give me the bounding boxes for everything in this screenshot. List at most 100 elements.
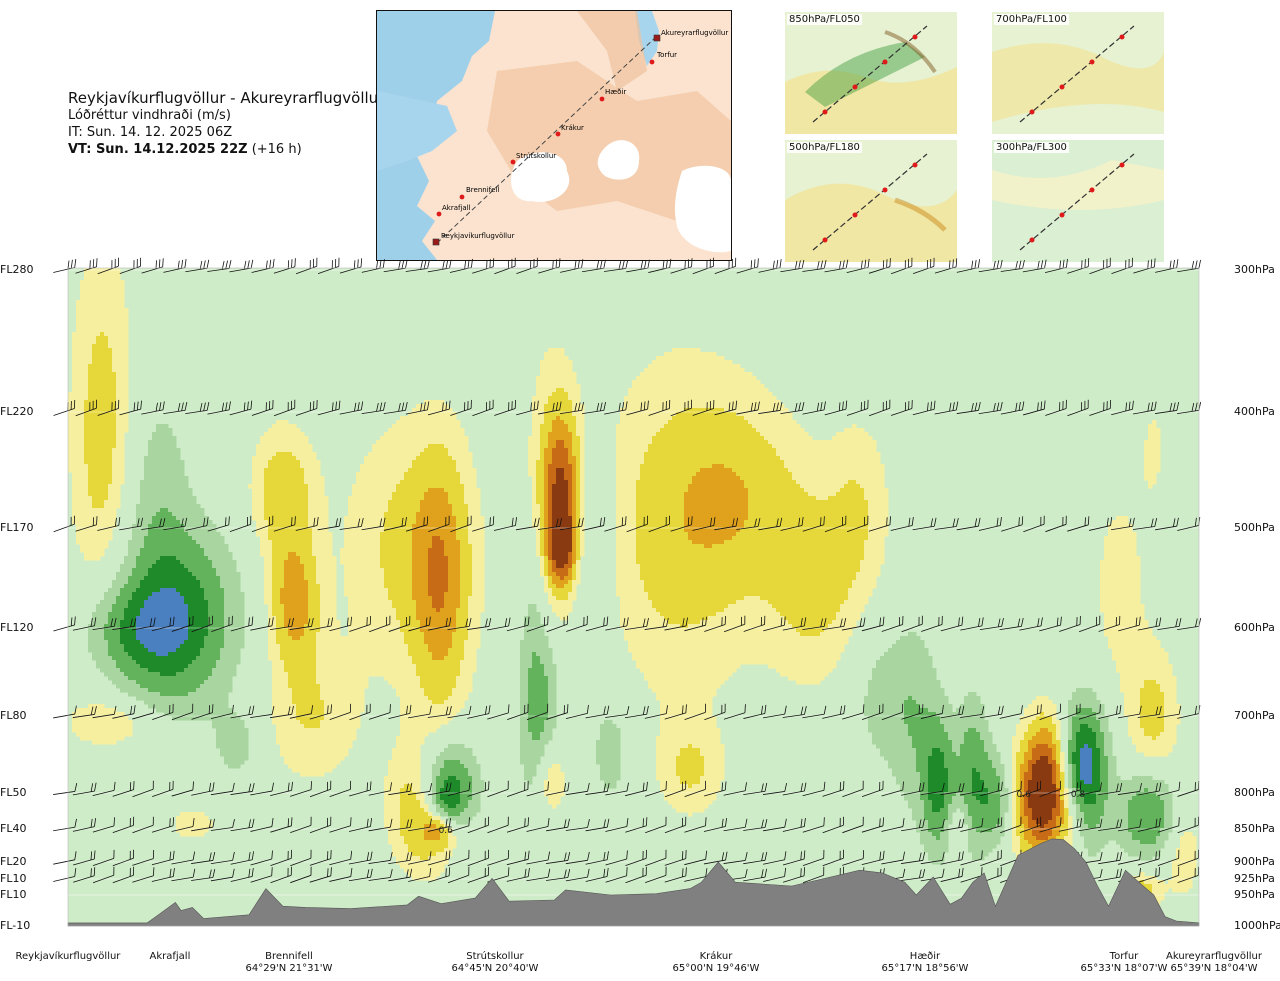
field-cell (420, 624, 457, 629)
wind-barb (585, 867, 609, 882)
wind-barb (229, 515, 252, 533)
field-cell (88, 632, 105, 637)
field-cell (904, 700, 917, 705)
wind-barb (494, 399, 516, 416)
field-cell (320, 720, 361, 725)
field-cell (84, 460, 113, 465)
field-cell (528, 440, 541, 445)
field-cell (448, 584, 461, 589)
field-cell (564, 420, 577, 425)
field-cell (532, 732, 541, 737)
field-cell (524, 624, 545, 629)
field-cell (140, 496, 197, 501)
field-cell (1028, 780, 1053, 785)
field-cell (548, 560, 553, 565)
field-cell (140, 492, 193, 497)
wind-barb (131, 617, 156, 631)
wind-barb (97, 516, 121, 531)
field-cell (384, 800, 401, 805)
field-cell (1060, 776, 1065, 781)
field-cell (1104, 628, 1153, 633)
wind-barb (72, 706, 97, 718)
field-cell (520, 708, 529, 713)
field-cell (620, 408, 685, 413)
field-cell (968, 840, 1001, 845)
wind-barb (565, 704, 589, 719)
field-cell (540, 364, 573, 369)
field-cell (532, 480, 537, 485)
field-cell (532, 404, 545, 409)
wind-barb (1117, 818, 1142, 832)
route-point-label: Reykjavíkurflugvöllur (15, 951, 121, 962)
field-cell (572, 580, 581, 585)
field-cell (644, 676, 729, 681)
field-cell (572, 584, 577, 589)
field-cell (544, 548, 549, 553)
field-cell (1120, 672, 1173, 677)
field-cell (188, 532, 221, 537)
field-cell (580, 456, 585, 461)
field-cell (412, 592, 429, 597)
wind-barb (72, 818, 97, 832)
field-cell (600, 736, 621, 741)
field-cell (88, 396, 117, 401)
field-cell (776, 608, 841, 613)
field-cell (428, 552, 445, 557)
field-cell (1104, 736, 1113, 741)
field-cell (1072, 716, 1097, 721)
wind-barb (1133, 401, 1157, 415)
wind-barb (901, 818, 925, 832)
field-cell (1148, 428, 1161, 433)
thumbnail-label: 700hPa/FL100 (994, 14, 1069, 25)
field-cell (136, 696, 229, 701)
field-cell (112, 460, 125, 465)
field-cell (1184, 832, 1193, 837)
field-cell (388, 836, 405, 841)
field-cell (208, 612, 225, 617)
wind-barb (1132, 518, 1158, 530)
thumbnail-500hpa[interactable]: 500hPa/FL180 (785, 140, 957, 262)
field-cell (1096, 740, 1105, 745)
field-cell (120, 588, 137, 593)
field-cell (920, 784, 929, 789)
field-cell (300, 772, 325, 777)
field-cell (616, 448, 649, 453)
wind-barb (290, 816, 312, 834)
field-cell (964, 732, 981, 737)
field-cell (188, 620, 209, 625)
field-cell (576, 540, 581, 545)
field-cell (84, 276, 121, 281)
wind-barb (450, 515, 472, 533)
field-cell (284, 584, 309, 589)
field-cell (460, 472, 477, 477)
field-cell (128, 692, 161, 697)
thumbnail-850hpa[interactable]: 850hPa/FL050 (785, 12, 957, 134)
field-cell (552, 568, 569, 573)
field-cell (136, 508, 161, 513)
field-cell (88, 640, 109, 645)
field-cell (556, 572, 569, 577)
route-point-label: Hæðir 65°17'N 18°56'W (881, 951, 969, 974)
field-cell (284, 580, 309, 585)
field-cell (1104, 752, 1113, 757)
thumbnail-300hpa[interactable]: 300hPa/FL300 (992, 140, 1164, 262)
wind-barb (1137, 867, 1160, 883)
thumbnail-700hpa[interactable]: 700hPa/FL100 (992, 12, 1164, 134)
field-cell (108, 612, 125, 617)
field-cell (576, 456, 581, 461)
field-cell (412, 876, 437, 881)
field-cell (320, 688, 365, 693)
wind-barb (684, 616, 707, 632)
field-cell (540, 540, 545, 545)
field-cell (120, 668, 149, 673)
field-cell (412, 548, 429, 553)
field-cell (864, 708, 905, 713)
wind-barb (1157, 866, 1180, 884)
field-cell (528, 704, 549, 709)
field-cell (412, 464, 457, 469)
field-cell (88, 464, 113, 469)
field-cell (80, 288, 125, 293)
field-cell (84, 424, 117, 429)
field-cell (148, 524, 185, 529)
field-cell (76, 532, 113, 537)
